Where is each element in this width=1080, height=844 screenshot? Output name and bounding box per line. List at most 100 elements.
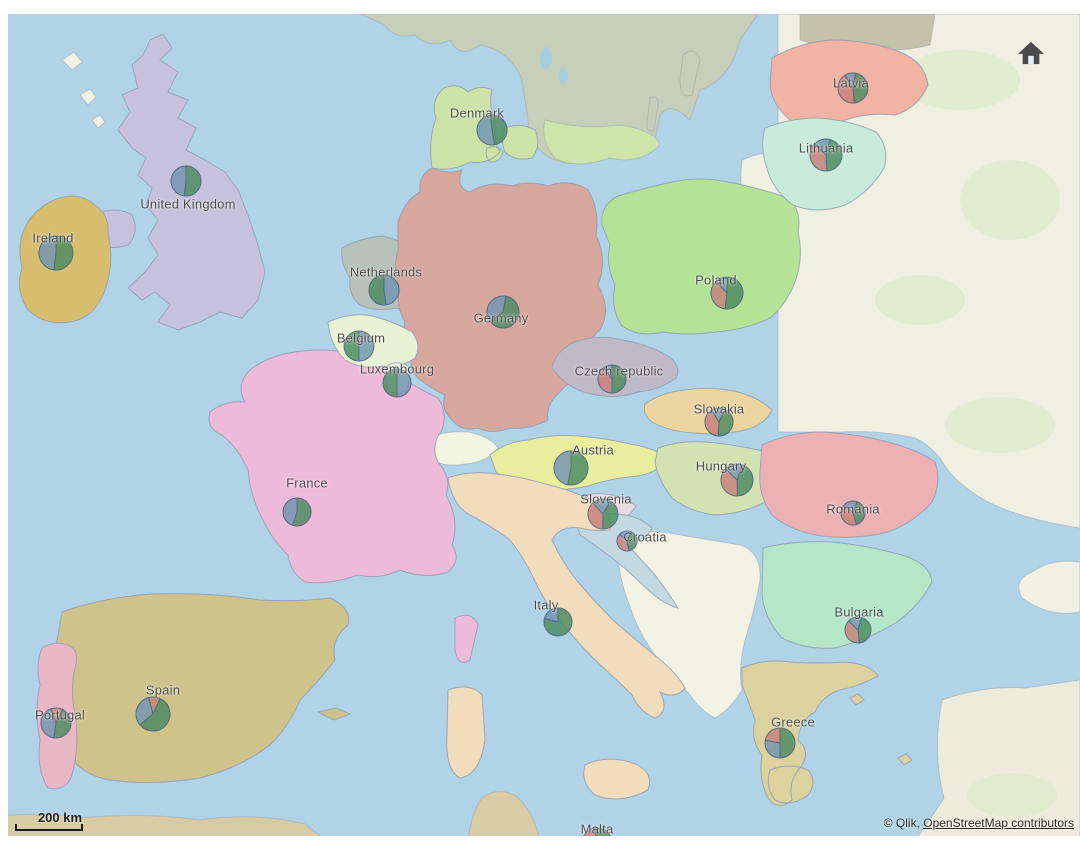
country-label-luxembourg: Luxembourg xyxy=(359,361,435,377)
pie-chart-italy[interactable] xyxy=(542,606,574,638)
pie-slice-blue[interactable] xyxy=(40,708,57,739)
pie-chart-spain[interactable] xyxy=(134,695,172,733)
pie-slice-blue[interactable] xyxy=(543,607,559,623)
country-shape-greece[interactable] xyxy=(741,660,913,806)
pie-slice-red[interactable] xyxy=(710,280,728,310)
pie-slice-blue[interactable] xyxy=(38,235,57,271)
country-label-ireland: Ireland xyxy=(32,230,74,246)
pie-chart-austria[interactable] xyxy=(552,449,590,487)
pie-slice-blue[interactable] xyxy=(383,274,400,306)
pie-slice-blue[interactable] xyxy=(282,497,298,526)
country-shape-romania[interactable] xyxy=(759,431,939,538)
pie-chart-slovakia[interactable] xyxy=(703,406,735,438)
pie-slice-green[interactable] xyxy=(139,697,171,732)
pie-slice-green[interactable] xyxy=(543,607,573,637)
pie-slice-blue[interactable] xyxy=(844,72,857,90)
pie-slice-red[interactable] xyxy=(582,827,597,836)
pie-slice-blue[interactable] xyxy=(170,165,187,197)
pie-slice-blue[interactable] xyxy=(476,114,496,146)
pie-slice-blue[interactable] xyxy=(847,616,862,631)
pie-slice-green[interactable] xyxy=(368,274,387,306)
pie-chart-greece[interactable] xyxy=(763,726,797,760)
pie-slice-red[interactable] xyxy=(587,502,604,530)
pie-chart-croatia[interactable] xyxy=(615,529,639,553)
pie-slice-green[interactable] xyxy=(857,616,872,644)
pie-slice-green[interactable] xyxy=(53,235,74,271)
pie-chart-denmark[interactable] xyxy=(475,113,509,147)
pie-slice-blue[interactable] xyxy=(842,500,858,514)
country-shape-spain[interactable] xyxy=(54,593,352,784)
pie-chart-poland[interactable] xyxy=(709,275,745,311)
pie-chart-ireland[interactable] xyxy=(37,234,75,272)
country-label-austria: Austria xyxy=(572,442,614,458)
pie-chart-belgium[interactable] xyxy=(342,329,376,363)
pie-slice-green[interactable] xyxy=(724,276,744,310)
pie-slice-red[interactable] xyxy=(844,620,861,644)
pie-slice-green[interactable] xyxy=(779,727,796,759)
pie-slice-blue[interactable] xyxy=(553,450,572,486)
pie-chart-germany[interactable] xyxy=(485,294,521,330)
island-corsica[interactable] xyxy=(454,614,479,663)
pie-slice-blue[interactable] xyxy=(486,295,507,323)
pie-slice-green[interactable] xyxy=(343,330,360,362)
pie-slice-blue[interactable] xyxy=(358,330,375,362)
country-label-poland: Poland xyxy=(695,272,737,288)
pie-slice-green[interactable] xyxy=(489,295,520,329)
pie-slice-red[interactable] xyxy=(840,504,857,526)
pie-slice-blue[interactable] xyxy=(603,364,613,381)
pie-slice-green[interactable] xyxy=(53,708,72,739)
pie-chart-portugal[interactable] xyxy=(39,706,73,740)
pie-chart-netherlands[interactable] xyxy=(367,273,401,307)
pie-slice-red[interactable] xyxy=(616,533,630,552)
pie-chart-latvia[interactable] xyxy=(836,71,870,105)
pie-slice-red[interactable] xyxy=(597,366,613,394)
pie-slice-green[interactable] xyxy=(183,165,202,197)
country-shape-bulgaria[interactable] xyxy=(761,541,933,649)
pie-slice-green[interactable] xyxy=(593,827,612,836)
pie-chart-slovenia[interactable] xyxy=(586,497,620,531)
pie-slice-blue[interactable] xyxy=(764,739,781,759)
pie-chart-romania[interactable] xyxy=(839,499,867,527)
pie-slice-green[interactable] xyxy=(611,364,627,394)
pie-slice-green[interactable] xyxy=(852,501,866,526)
pie-slice-blue[interactable] xyxy=(396,368,412,398)
attribution-text: © Qlik, xyxy=(883,816,924,830)
pie-slice-blue[interactable] xyxy=(592,498,612,515)
pie-chart-uk[interactable] xyxy=(169,164,203,198)
country-label-czech_republic: Czech republic xyxy=(574,363,664,379)
pie-chart-malta[interactable] xyxy=(580,826,614,836)
pie-slice-green[interactable] xyxy=(567,450,589,486)
pie-slice-red[interactable] xyxy=(837,74,855,104)
country-shape-poland[interactable] xyxy=(601,178,801,335)
attribution-link[interactable]: OpenStreetMap contributors xyxy=(923,816,1074,830)
pie-chart-luxembourg[interactable] xyxy=(381,367,413,399)
pie-slice-green[interactable] xyxy=(382,368,398,398)
pie-slice-blue[interactable] xyxy=(710,407,726,424)
pie-slice-green[interactable] xyxy=(852,72,869,104)
country-shape-croatia[interactable] xyxy=(574,513,680,609)
pie-chart-bulgaria[interactable] xyxy=(843,615,873,645)
pie-slice-red[interactable] xyxy=(809,143,828,172)
pie-slice-blue[interactable] xyxy=(813,138,831,156)
pie-slice-red[interactable] xyxy=(764,727,781,744)
pie-chart-czech_republic[interactable] xyxy=(596,363,628,395)
pie-chart-lithuania[interactable] xyxy=(808,137,844,173)
country-label-germany: Germany xyxy=(473,310,529,326)
pie-slice-blue[interactable] xyxy=(725,463,744,481)
pie-slice-green[interactable] xyxy=(825,138,843,172)
country-label-malta: Malta xyxy=(580,821,614,837)
country-label-romania: Romania xyxy=(826,501,880,517)
country-shape-slovakia[interactable] xyxy=(643,387,773,435)
pie-slice-blue[interactable] xyxy=(135,696,154,726)
country-label-netherlands: Netherlands xyxy=(349,264,423,280)
pie-chart-hungary[interactable] xyxy=(719,462,755,498)
map-viewport[interactable]: Ireland United Kingdom Denmark Netherlands B… xyxy=(8,14,1080,836)
pie-slice-blue[interactable] xyxy=(618,530,632,542)
country-label-slovenia: Slovenia xyxy=(580,491,632,507)
home-button[interactable] xyxy=(1017,40,1045,66)
pie-slice-green[interactable] xyxy=(736,464,754,497)
pie-chart-france[interactable] xyxy=(281,496,313,528)
pie-slice-green[interactable] xyxy=(489,114,508,146)
pie-slice-red[interactable] xyxy=(720,467,738,497)
pie-slice-blue[interactable] xyxy=(715,276,728,295)
